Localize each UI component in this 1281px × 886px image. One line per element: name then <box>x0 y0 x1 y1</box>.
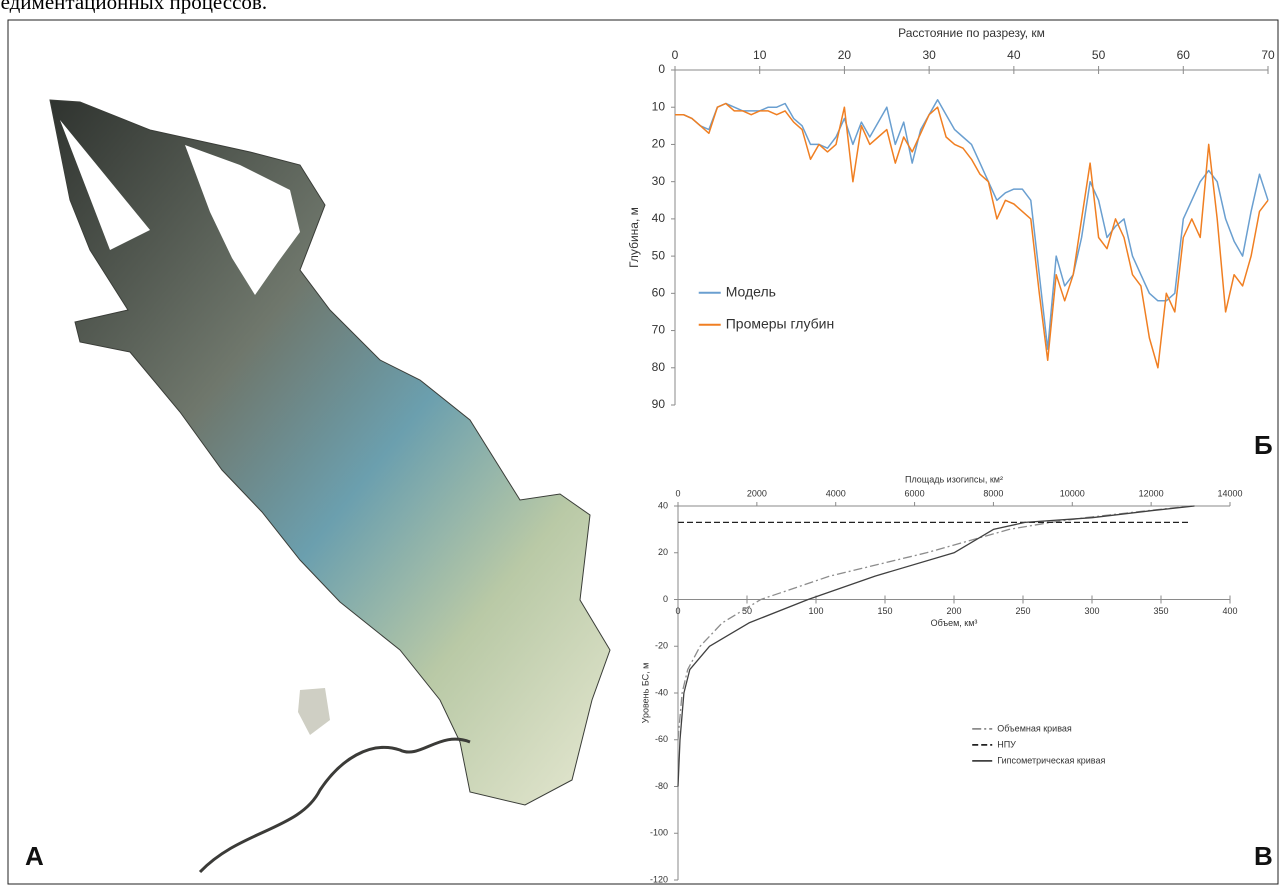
x-tick-label: 300 <box>1084 606 1099 616</box>
page: {"header": {"text": "седиментационных пр… <box>0 0 1281 886</box>
legend-label: Объемная кривая <box>997 723 1072 733</box>
figure: седиментационных процессов. А Б В 0 10 20 3… <box>0 0 1281 886</box>
x2-axis-title: Площадь изогипсы, км² <box>905 474 1003 484</box>
y-tick-label: -100 <box>650 828 668 838</box>
x-tick-label: 30 <box>922 48 936 62</box>
x2-tick-label: 0 <box>675 488 680 498</box>
y-tick-label: 80 <box>652 360 666 374</box>
terrain-model <box>50 100 610 872</box>
x-tick-label: 350 <box>1153 606 1168 616</box>
y-tick-label: -120 <box>650 874 668 884</box>
header-text: седиментационных процессов. <box>0 0 267 14</box>
y-tick-label: 10 <box>652 99 666 113</box>
y-tick-label: 70 <box>652 323 666 337</box>
y-tick-label: -60 <box>655 734 668 744</box>
x-tick-label: 60 <box>1177 48 1191 62</box>
x-tick-label: 400 <box>1222 606 1237 616</box>
y-tick-label: 60 <box>652 286 666 300</box>
x-tick-label: 250 <box>1015 606 1030 616</box>
y-tick-label: 20 <box>652 137 666 151</box>
x-tick-label: 0 <box>672 48 679 62</box>
panel-label: Б <box>1254 430 1273 460</box>
x-tick-label: 20 <box>838 48 852 62</box>
x2-tick-label: 10000 <box>1060 488 1085 498</box>
x-tick-label: 40 <box>1007 48 1021 62</box>
y-tick-label: 40 <box>652 211 666 225</box>
series-line <box>675 100 1268 349</box>
x-tick-label: 70 <box>1261 48 1275 62</box>
y-axis-title: Уровень БС, м <box>640 663 650 724</box>
x-tick-label: 150 <box>877 606 892 616</box>
y-tick-label: 20 <box>658 547 668 557</box>
x2-tick-label: 6000 <box>905 488 925 498</box>
legend-label: НПУ <box>997 739 1016 749</box>
x2-tick-label: 14000 <box>1217 488 1242 498</box>
series-line <box>678 506 1195 787</box>
panel-label: В <box>1254 841 1273 871</box>
y-tick-label: 50 <box>652 248 666 262</box>
y-tick-label: 90 <box>652 397 666 411</box>
y-axis-title: Глубина, м <box>627 207 641 268</box>
y-tick-label: 0 <box>658 62 665 76</box>
y-tick-label: 30 <box>652 174 666 188</box>
x-tick-label: 100 <box>808 606 823 616</box>
x-tick-label: 200 <box>946 606 961 616</box>
x-tick-label: 50 <box>1092 48 1106 62</box>
y-tick-label: 0 <box>663 594 668 604</box>
panel-label: А <box>25 841 44 871</box>
x2-tick-label: 8000 <box>983 488 1003 498</box>
y-tick-label: -20 <box>655 641 668 651</box>
y-tick-label: -40 <box>655 687 668 697</box>
y-tick-label: 40 <box>658 500 668 510</box>
x2-tick-label: 12000 <box>1139 488 1164 498</box>
legend-label: Модель <box>726 283 776 299</box>
legend-label: Гипсометрическая кривая <box>997 755 1105 765</box>
x2-tick-label: 4000 <box>826 488 846 498</box>
x-tick-label: 10 <box>753 48 767 62</box>
y-tick-label: -80 <box>655 781 668 791</box>
x-axis-title: Расстояние по разрезу, км <box>898 26 1045 40</box>
x-axis-title: Объем, км³ <box>931 618 978 628</box>
legend-label: Промеры глубин <box>726 315 834 331</box>
x2-tick-label: 2000 <box>747 488 767 498</box>
x-tick-label: 0 <box>675 606 680 616</box>
